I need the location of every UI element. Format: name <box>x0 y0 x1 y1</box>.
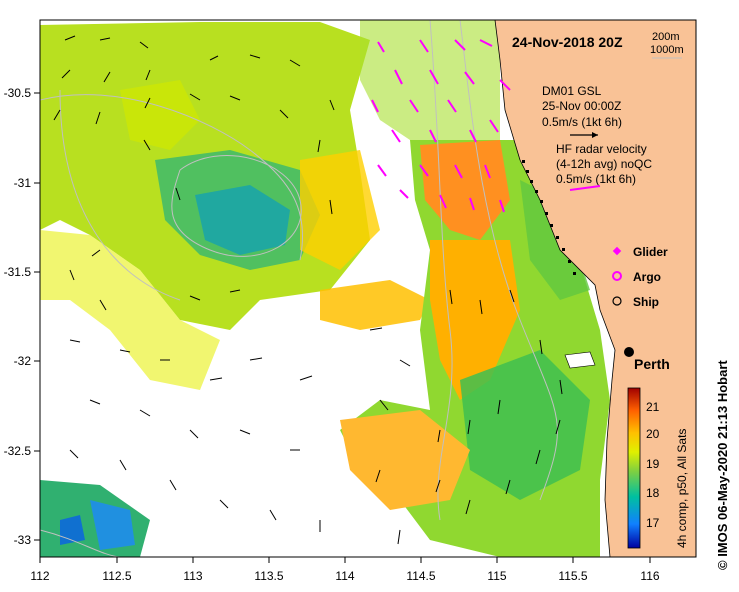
perth-marker <box>624 347 634 357</box>
colorbar-tick-label: 20 <box>646 427 660 441</box>
x-tick-label: 116 <box>640 569 659 583</box>
mooring-scale: 0.5m/s (1kt 6h) <box>542 115 622 129</box>
map-body <box>40 20 696 557</box>
hf-radar-label: HF radar velocity <box>556 142 647 156</box>
hf-radar-arrows <box>371 39 511 213</box>
y-tick-label: -33 <box>14 533 32 547</box>
sst-colorbar <box>627 387 641 549</box>
mooring-time: 25-Nov 00:00Z <box>542 99 621 113</box>
map-title: 24-Nov-2018 20Z <box>512 34 623 50</box>
glider-track <box>522 160 576 275</box>
model-current-arrows <box>53 35 563 545</box>
colorbar-tick-label: 19 <box>646 457 660 471</box>
argo-marker <box>612 271 622 281</box>
x-tick-label: 115 <box>487 569 506 583</box>
x-tick-label: 114.5 <box>406 569 435 583</box>
x-tick-label: 112 <box>30 569 49 583</box>
x-tick-label: 115.5 <box>558 569 587 583</box>
colorbar-ticks: 17 18 19 20 21 <box>646 400 660 530</box>
y-axis-labels: -30.5 -31 -31.5 -32 -32.5 -33 <box>4 86 32 547</box>
colorbar-tick-label: 18 <box>646 486 660 500</box>
x-tick-label: 114 <box>335 569 354 583</box>
bathymetry-contours <box>40 20 558 557</box>
plot-frame <box>39 19 697 558</box>
tick-marks <box>34 92 651 563</box>
y-tick-label: -32 <box>14 354 32 368</box>
hf-radar-scale: 0.5m/s (1kt 6h) <box>556 172 636 186</box>
depth-legend-1000m: 1000m <box>650 44 684 56</box>
argo-label: Argo <box>633 270 661 284</box>
y-tick-label: -30.5 <box>4 86 32 100</box>
sst-field <box>40 20 610 557</box>
y-tick-label: -32.5 <box>4 444 32 458</box>
ship-marker <box>612 296 622 306</box>
perth-label: Perth <box>634 356 670 372</box>
hf-radar-avg: (4-12h avg) noQC <box>556 157 652 171</box>
swan-river-estuary <box>564 351 596 369</box>
x-tick-label: 113 <box>183 569 202 583</box>
australia-landmass <box>494 20 696 557</box>
x-tick-label: 113.5 <box>254 569 283 583</box>
mooring-scale-arrowhead <box>592 132 598 138</box>
colorbar-caption: 4h comp, p50, All Sats <box>675 429 689 548</box>
y-tick-label: -31.5 <box>4 265 32 279</box>
depth-legend-200m: 200m <box>652 31 680 43</box>
hf-radar-scale-arrow <box>569 185 601 191</box>
y-tick-label: -31 <box>14 176 32 190</box>
x-axis-labels: 112 112.5 113 113.5 114 114.5 115 115.5 … <box>30 569 659 583</box>
x-tick-label: 112.5 <box>102 569 131 583</box>
glider-label: Glider <box>633 245 668 259</box>
mooring-name: DM01 GSL <box>542 84 602 98</box>
ship-label: Ship <box>633 295 659 309</box>
colorbar-tick-label: 17 <box>646 516 660 530</box>
colorbar-tick-label: 21 <box>646 400 660 414</box>
credit-text: © IMOS 06-May-2020 21:13 Hobart <box>715 360 730 570</box>
